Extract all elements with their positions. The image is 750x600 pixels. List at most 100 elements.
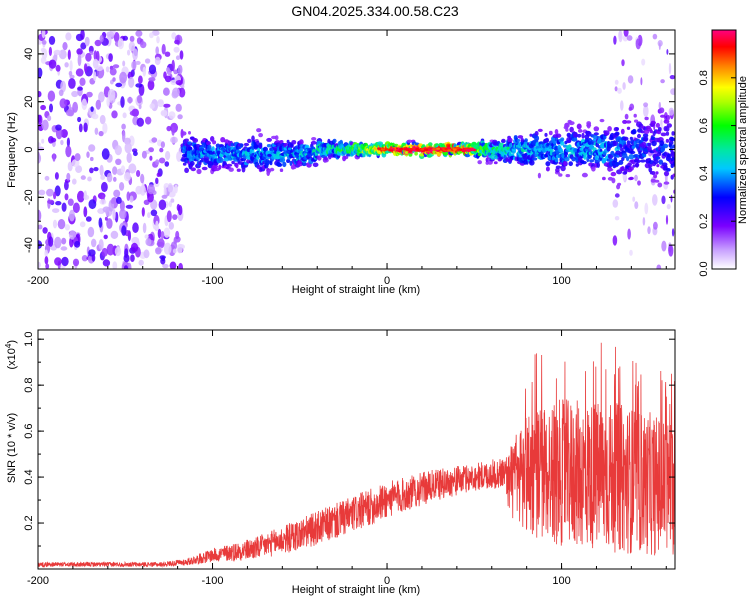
spectrogram-cell <box>141 207 145 217</box>
spectrogram-y-tick-label: -40 <box>23 237 35 253</box>
spectrogram-cell <box>596 162 600 168</box>
spectrogram-cell <box>196 168 202 175</box>
spectrogram-cell <box>144 234 149 239</box>
spectrogram-cell <box>44 175 50 181</box>
spectrogram-cell <box>610 150 615 156</box>
spectrogram-cell <box>657 182 663 188</box>
spectrogram-y-label: Frequency (Hz) <box>6 112 18 188</box>
spectrogram-cell <box>640 77 643 86</box>
spectrogram-cell <box>554 157 559 163</box>
spectrogram-cell <box>111 110 118 119</box>
spectrogram-cell <box>620 100 624 111</box>
spectrogram-cell <box>164 51 171 57</box>
spectrogram-cell <box>593 126 600 132</box>
snr-y-tick-label: 0.2 <box>23 515 35 530</box>
spectrogram-cell <box>65 145 72 158</box>
spectrogram-cell <box>165 150 171 161</box>
spectrogram-cell <box>656 164 660 168</box>
spectrogram-cell <box>145 238 152 246</box>
spectrogram-cell <box>337 152 342 156</box>
spectrogram-cell <box>131 60 137 70</box>
spectrogram-cell <box>60 80 66 93</box>
snr-y-multiplier-base: (x10 <box>6 348 18 369</box>
spectrogram-cell <box>101 181 108 193</box>
spectrogram-cell <box>405 148 410 151</box>
spectrogram-cell <box>72 101 78 113</box>
spectrogram-cell <box>80 175 86 180</box>
spectrogram-cell <box>120 165 126 174</box>
spectrogram-cell <box>119 208 127 220</box>
spectrogram-cell <box>190 167 196 172</box>
spectrogram-cell <box>123 265 129 269</box>
spectrogram-cell <box>93 167 99 172</box>
spectrogram-cell <box>41 40 47 45</box>
spectrogram-cell <box>652 33 658 40</box>
spectrogram-cell <box>599 148 603 153</box>
spectrogram-cell <box>130 254 135 262</box>
spectrogram-cell <box>666 153 672 158</box>
spectrogram-cell <box>174 39 180 45</box>
spectrogram-cell <box>113 32 120 43</box>
spectrogram-cell <box>155 220 159 231</box>
spectrogram-cell <box>68 70 73 77</box>
spectrogram-cell <box>436 147 441 150</box>
spectrogram-cell <box>40 104 46 111</box>
spectrogram-cell <box>626 35 633 41</box>
spectrogram-cell <box>614 193 620 198</box>
spectrogram-cell <box>65 32 72 41</box>
spectrogram-cell <box>77 86 83 91</box>
spectrogram-cell <box>505 158 509 162</box>
spectrogram-cell <box>276 162 283 167</box>
spectrogram-cell <box>603 130 610 136</box>
spectrogram-cell <box>104 216 108 221</box>
spectrogram-cell <box>113 189 121 198</box>
spectrogram-cell <box>189 161 195 166</box>
spectrogram-cell <box>611 177 616 184</box>
snr-frame <box>37 329 676 570</box>
spectrogram-cell <box>112 77 116 82</box>
spectrogram-cell <box>128 41 136 52</box>
spectrogram-cell <box>653 221 658 230</box>
snr-marks <box>38 342 675 568</box>
spectrogram-cell <box>253 144 259 149</box>
spectrogram-cell <box>650 120 656 125</box>
spectrogram-cell <box>206 141 211 146</box>
spectrogram-cell <box>620 166 625 172</box>
spectrogram-cell <box>610 171 617 177</box>
spectrogram-cell <box>666 49 669 55</box>
spectrogram-cell <box>201 157 205 161</box>
spectrogram-cell <box>666 203 671 210</box>
spectrogram-cell <box>164 161 170 167</box>
colorbar: 0.0 0.2 0.4 0.6 0.8 Normalized spectral ampl… <box>698 29 749 277</box>
spectrogram-cell <box>612 235 618 246</box>
spectrogram-cell <box>87 176 92 182</box>
spectrogram-cell <box>262 146 268 152</box>
spectrogram-cell <box>68 209 75 222</box>
spectrogram-cell <box>649 129 653 134</box>
spectrogram-cell <box>38 142 41 147</box>
spectrogram-cell <box>55 64 61 72</box>
spectrogram-cell <box>52 208 60 214</box>
spectrogram-cell <box>122 60 126 67</box>
spectrogram-cell <box>75 68 84 77</box>
spectrogram-cell <box>102 259 111 267</box>
snr-y-ticks: 0.2 0.4 0.6 0.8 1.0 <box>23 332 675 547</box>
spectrogram-cell <box>299 139 304 146</box>
spectrogram-cell <box>243 142 250 147</box>
snr-y-multiplier-close: ) <box>6 340 18 344</box>
spectrogram-cell <box>332 138 337 144</box>
spectrogram-cell <box>520 138 524 142</box>
spectrogram-cell <box>656 264 662 269</box>
spectrogram-cell <box>83 63 88 73</box>
spectrogram-cell <box>176 151 182 163</box>
figure-title: GN04.2025.334.00.58.C23 <box>291 3 459 19</box>
spectrogram-cell <box>154 56 161 66</box>
spectrogram-cell <box>634 162 640 168</box>
spectrogram-cell <box>84 36 90 47</box>
spectrogram-cell <box>665 131 670 136</box>
spectrogram-cell <box>93 71 97 82</box>
spectrogram-cell <box>136 170 141 177</box>
spectrogram-cell <box>653 174 658 179</box>
